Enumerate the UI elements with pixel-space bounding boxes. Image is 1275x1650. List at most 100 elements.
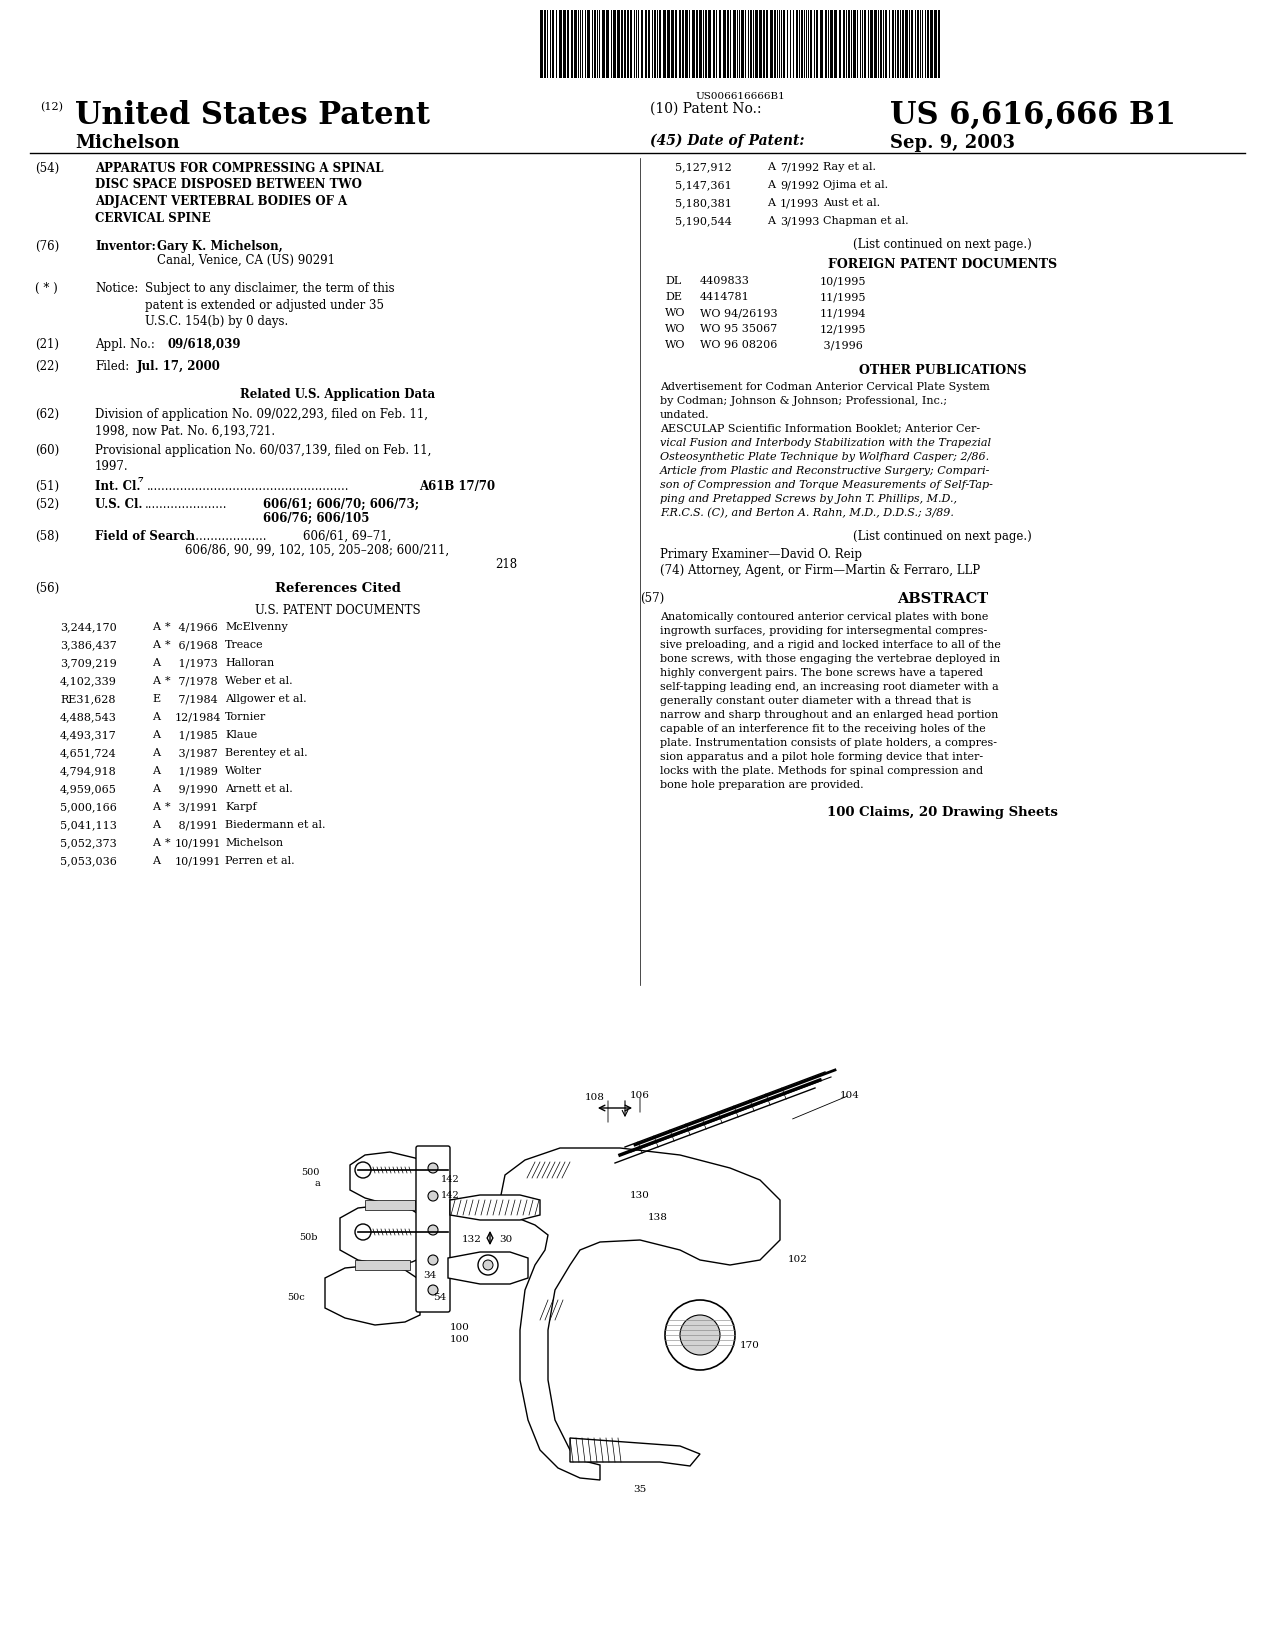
Bar <box>727 10 729 78</box>
Bar <box>830 10 833 78</box>
Circle shape <box>428 1256 439 1266</box>
Bar <box>820 10 822 78</box>
Text: (76): (76) <box>34 239 59 252</box>
Polygon shape <box>340 1204 428 1266</box>
Text: ......................: ...................... <box>185 530 268 543</box>
Text: 106: 106 <box>630 1091 650 1099</box>
Text: 3/1996: 3/1996 <box>820 340 863 350</box>
Text: A: A <box>152 766 159 775</box>
Polygon shape <box>365 1200 414 1209</box>
Text: 4,493,317: 4,493,317 <box>60 729 117 739</box>
Text: Provisional application No. 60/037,139, filed on Feb. 11,
1997.: Provisional application No. 60/037,139, … <box>96 444 431 474</box>
Bar <box>733 10 736 78</box>
Text: A: A <box>152 729 159 739</box>
Bar <box>682 10 683 78</box>
Bar <box>692 10 695 78</box>
Bar <box>719 10 720 78</box>
Text: APPARATUS FOR COMPRESSING A SPINAL
DISC SPACE DISPOSED BETWEEN TWO
ADJACENT VERT: APPARATUS FOR COMPRESSING A SPINAL DISC … <box>96 162 384 224</box>
Text: (51): (51) <box>34 480 59 493</box>
Text: 30: 30 <box>500 1236 513 1244</box>
Text: Anatomically contoured anterior cervical plates with bone: Anatomically contoured anterior cervical… <box>660 612 988 622</box>
Bar <box>659 10 660 78</box>
Text: 4,102,339: 4,102,339 <box>60 676 117 686</box>
Bar <box>935 10 937 78</box>
Text: WO: WO <box>666 309 686 318</box>
Text: *: * <box>164 802 171 812</box>
Text: WO 96 08206: WO 96 08206 <box>700 340 778 350</box>
Polygon shape <box>450 1195 541 1219</box>
Circle shape <box>428 1285 439 1295</box>
Text: OTHER PUBLICATIONS: OTHER PUBLICATIONS <box>858 365 1026 376</box>
Text: 5,147,361: 5,147,361 <box>674 180 732 190</box>
Text: highly convergent pairs. The bone screws have a tapered: highly convergent pairs. The bone screws… <box>660 668 983 678</box>
Circle shape <box>428 1191 439 1201</box>
Text: Canal, Venice, CA (US) 90291: Canal, Venice, CA (US) 90291 <box>157 254 335 267</box>
Circle shape <box>428 1224 439 1234</box>
Text: Sep. 9, 2003: Sep. 9, 2003 <box>890 134 1015 152</box>
Text: Ray et al.: Ray et al. <box>822 162 876 172</box>
Text: WO: WO <box>666 323 686 333</box>
Text: McElvenny: McElvenny <box>224 622 288 632</box>
Bar <box>801 10 803 78</box>
Bar <box>834 10 836 78</box>
Text: 606/61, 69–71,: 606/61, 69–71, <box>303 530 391 543</box>
Text: Advertisement for Codman Anterior Cervical Plate System: Advertisement for Codman Anterior Cervic… <box>660 383 989 393</box>
Text: Treace: Treace <box>224 640 264 650</box>
Text: ping and Pretapped Screws by John T. Phillips, M.D.,: ping and Pretapped Screws by John T. Phi… <box>660 493 958 503</box>
Text: Berentey et al.: Berentey et al. <box>224 747 307 757</box>
Text: Michelson: Michelson <box>224 838 283 848</box>
Text: bone screws, with those engaging the vertebrae deployed in: bone screws, with those engaging the ver… <box>660 653 1001 663</box>
Bar <box>552 10 555 78</box>
Text: Osteosynthetic Plate Technique by Wolfhard Casper; 2/86.: Osteosynthetic Plate Technique by Wolfha… <box>660 452 989 462</box>
Text: 5,180,381: 5,180,381 <box>674 198 732 208</box>
Polygon shape <box>325 1266 419 1325</box>
Circle shape <box>666 1300 734 1370</box>
Text: A: A <box>152 784 159 794</box>
Text: 108: 108 <box>585 1094 604 1102</box>
Bar <box>708 10 711 78</box>
Text: Division of application No. 09/022,293, filed on Feb. 11,
1998, now Pat. No. 6,1: Division of application No. 09/022,293, … <box>96 408 428 437</box>
Text: A: A <box>152 838 159 848</box>
Text: 4,794,918: 4,794,918 <box>60 766 117 775</box>
Bar <box>680 10 681 78</box>
Text: ......................: ...................... <box>145 498 227 512</box>
Bar <box>667 10 669 78</box>
Text: A: A <box>152 658 159 668</box>
Text: (74) Attorney, Agent, or Firm—Martin & Ferraro, LLP: (74) Attorney, Agent, or Firm—Martin & F… <box>660 564 980 578</box>
Text: 9/1990: 9/1990 <box>175 784 218 794</box>
Bar <box>606 10 609 78</box>
Bar <box>613 10 616 78</box>
Text: 54: 54 <box>434 1294 446 1302</box>
Text: Filed:: Filed: <box>96 360 129 373</box>
Text: Biedermann et al.: Biedermann et al. <box>224 820 325 830</box>
Text: ( * ): ( * ) <box>34 282 57 295</box>
Text: ABSTRACT: ABSTRACT <box>896 592 988 606</box>
Text: *: * <box>164 838 171 848</box>
Text: 104: 104 <box>840 1091 859 1099</box>
Text: Halloran: Halloran <box>224 658 274 668</box>
Text: A: A <box>152 622 159 632</box>
Text: 606/61; 606/70; 606/73;: 606/61; 606/70; 606/73; <box>263 498 419 512</box>
Bar <box>929 10 933 78</box>
Text: *: * <box>164 676 171 686</box>
Text: 100: 100 <box>450 1323 470 1333</box>
Text: 10/1991: 10/1991 <box>175 838 222 848</box>
Text: (List continued on next page.): (List continued on next page.) <box>853 238 1031 251</box>
Text: 6/1968: 6/1968 <box>175 640 218 650</box>
Text: (List continued on next page.): (List continued on next page.) <box>853 530 1031 543</box>
Text: (45) Date of Patent:: (45) Date of Patent: <box>650 134 805 148</box>
Text: sion apparatus and a pilot hole forming device that inter-: sion apparatus and a pilot hole forming … <box>660 752 983 762</box>
Text: U.S. Cl.: U.S. Cl. <box>96 498 143 512</box>
Bar <box>696 10 697 78</box>
Text: Appl. No.:: Appl. No.: <box>96 338 154 351</box>
Bar <box>766 10 768 78</box>
Text: 7/1978: 7/1978 <box>175 676 218 686</box>
Text: 500
a: 500 a <box>302 1168 320 1188</box>
Bar <box>723 10 725 78</box>
Bar <box>674 10 677 78</box>
Text: Tornier: Tornier <box>224 713 266 723</box>
Text: Subject to any disclaimer, the term of this
patent is extended or adjusted under: Subject to any disclaimer, the term of t… <box>145 282 395 328</box>
Bar <box>848 10 850 78</box>
Bar <box>641 10 643 78</box>
Text: 5,052,373: 5,052,373 <box>60 838 117 848</box>
